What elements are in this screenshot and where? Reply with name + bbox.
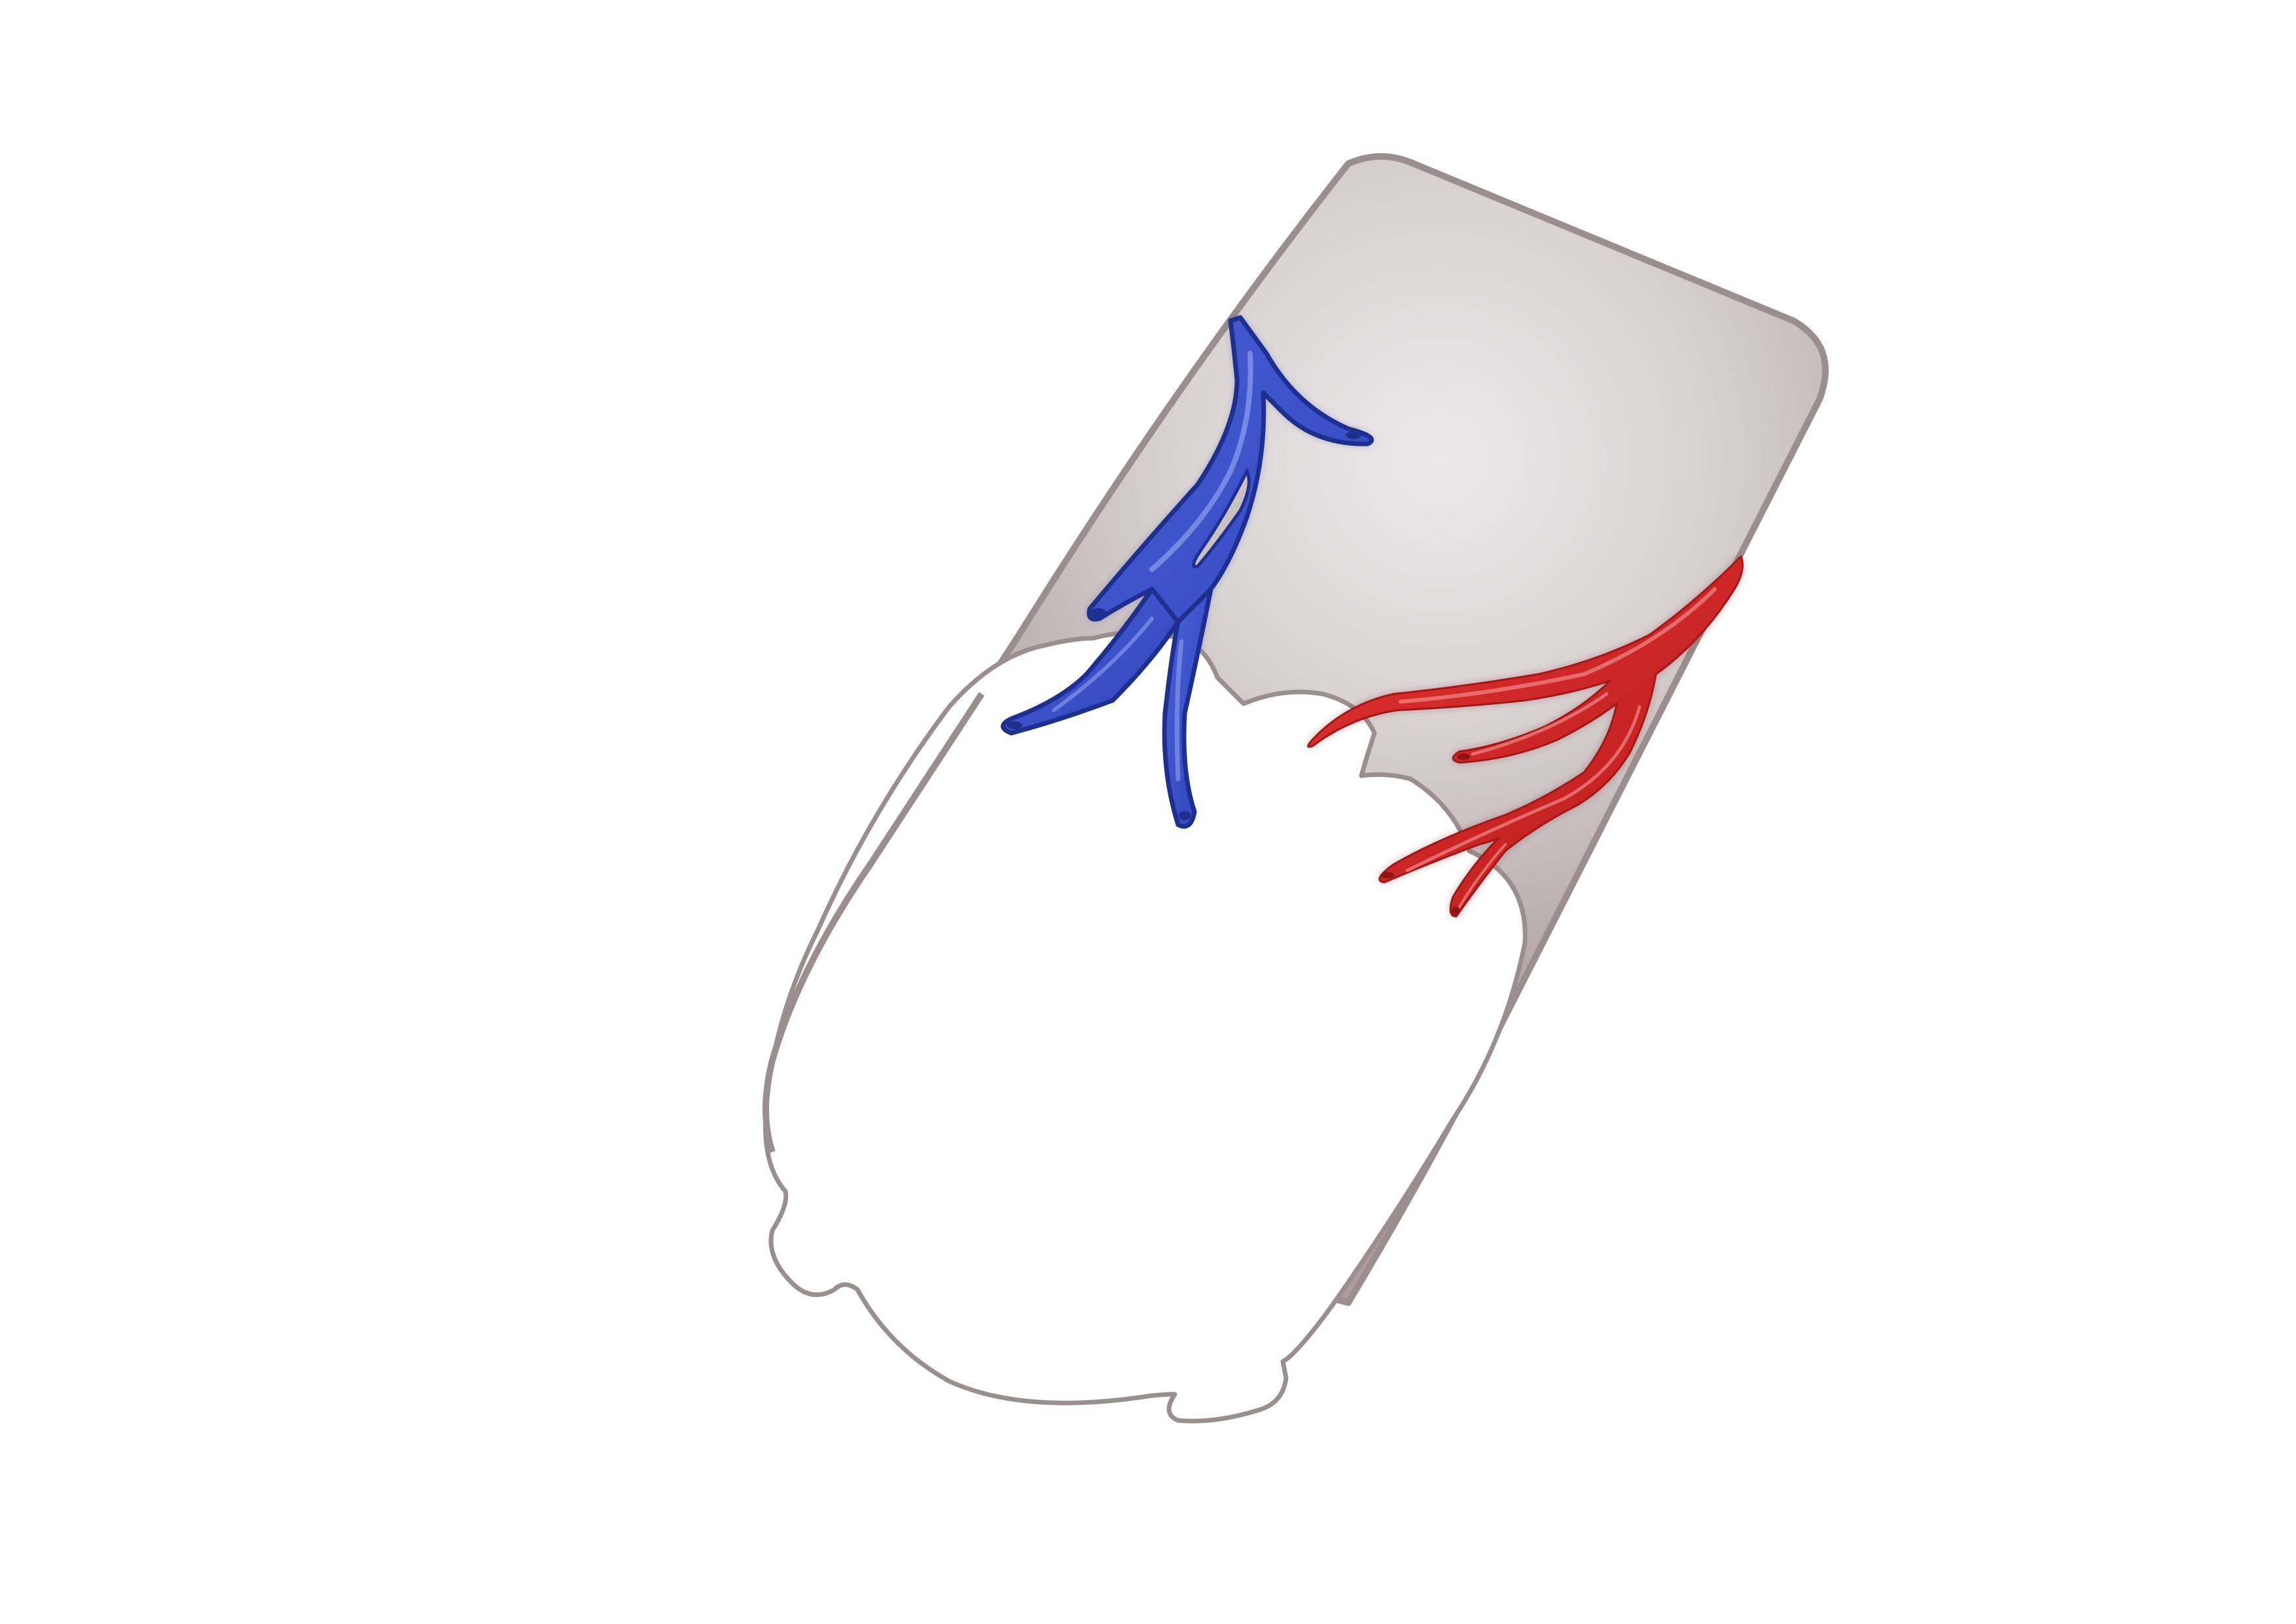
artery-highlight-2	[1471, 692, 1609, 756]
artery-opening	[1457, 753, 1470, 760]
artery-highlight-3	[1405, 705, 1641, 873]
vein-opening	[1179, 811, 1191, 820]
vein-lower-branches-icon	[1001, 586, 1213, 829]
container-lower-edge	[762, 692, 985, 1153]
vein-branch-left	[1001, 586, 1181, 736]
vein-highlight-4	[1174, 639, 1184, 782]
artery-highlight-1	[1399, 587, 1717, 704]
artery-opening	[1381, 872, 1394, 878]
artery-tree-icon	[1307, 555, 1744, 918]
vein-loop-gap	[1192, 467, 1251, 569]
artery-opening	[1452, 907, 1460, 916]
vein-opening	[1007, 721, 1022, 729]
vein-opening	[1090, 608, 1106, 617]
vein-highlight-5	[1052, 617, 1154, 712]
artery-highlight-4	[1458, 843, 1507, 908]
vein-highlight	[1149, 351, 1253, 572]
vein-opening	[1346, 431, 1361, 439]
